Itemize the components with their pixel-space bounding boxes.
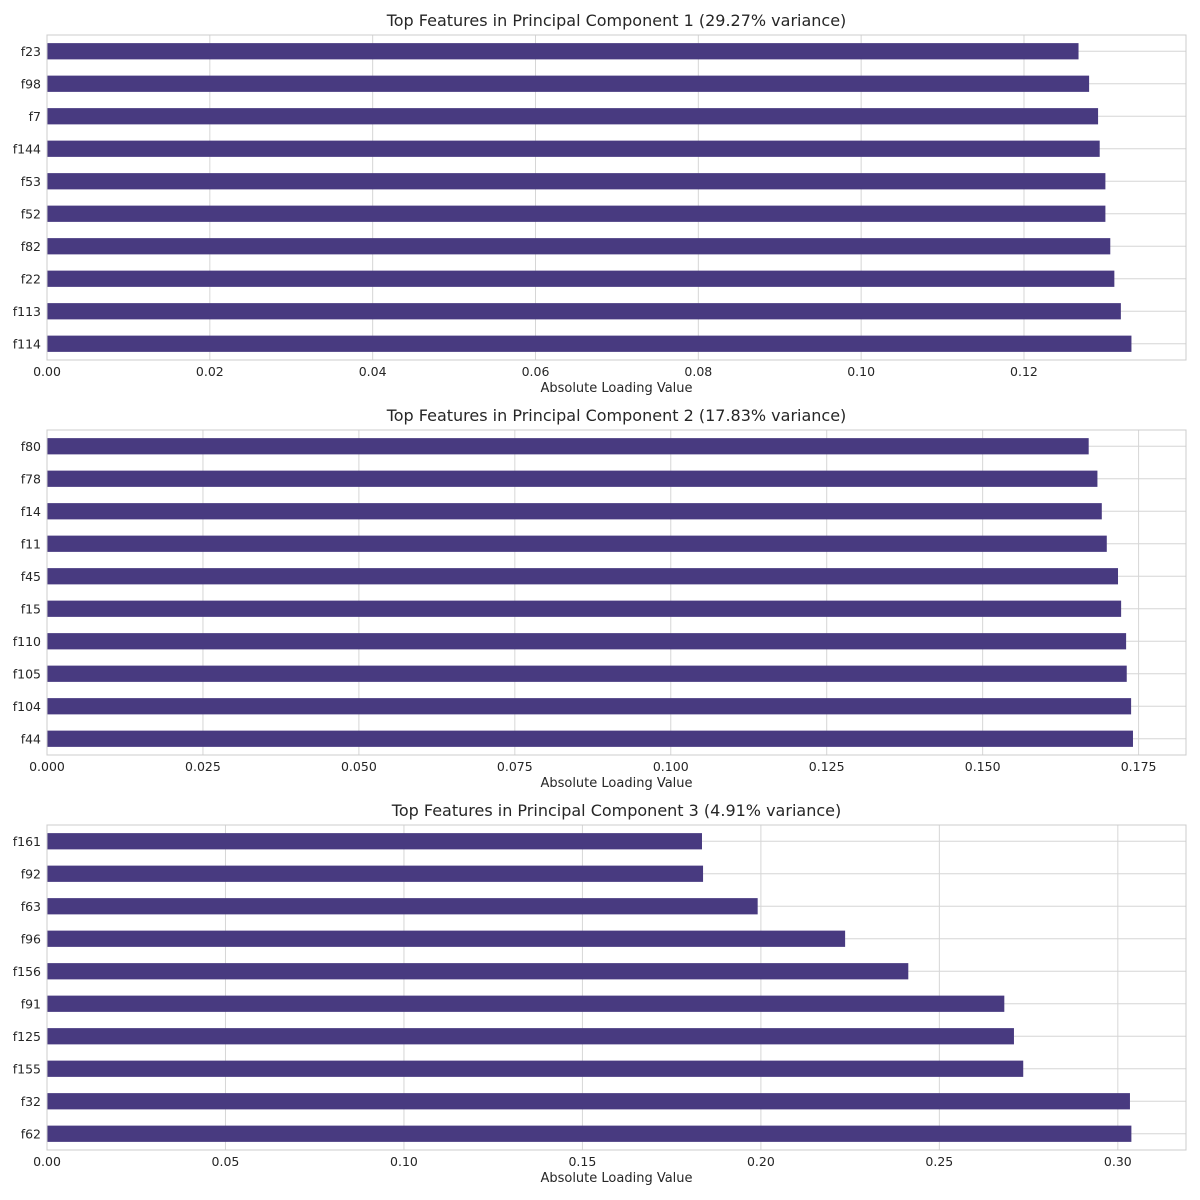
y-tick-label: f7	[29, 109, 41, 124]
y-tick-label: f22	[21, 271, 41, 286]
chart-title: Top Features in Principal Component 2 (1…	[386, 406, 847, 425]
bar-f125	[47, 1028, 1014, 1045]
bar-f15	[47, 600, 1122, 617]
y-tick-label: f110	[13, 634, 41, 649]
y-tick-label: f96	[21, 931, 41, 946]
x-tick-label: 0.075	[497, 759, 533, 774]
x-axis-label: Absolute Loading Value	[540, 776, 692, 791]
x-tick-label: 0.10	[847, 364, 875, 379]
x-tick-label: 0.025	[185, 759, 221, 774]
y-tick-label: f114	[13, 336, 41, 351]
y-tick-label: f32	[21, 1094, 41, 1109]
bar-f92	[47, 865, 704, 882]
bar-f96	[47, 930, 846, 947]
x-tick-label: 0.08	[684, 364, 712, 379]
bar-f144	[47, 140, 1100, 157]
bar-f156	[47, 963, 909, 980]
y-tick-label: f62	[21, 1126, 41, 1141]
plot-frame	[46, 429, 1187, 756]
y-tick-label: f53	[21, 174, 41, 189]
y-tick-label: f78	[21, 471, 41, 486]
bar-f78	[47, 470, 1098, 487]
bar-f22	[47, 270, 1115, 287]
bar-f91	[47, 995, 1005, 1012]
y-tick-label: f44	[21, 731, 41, 746]
y-tick-label: f63	[21, 899, 41, 914]
bar-f44	[47, 730, 1133, 747]
y-tick-label: f23	[21, 44, 41, 59]
bar-f82	[47, 238, 1111, 255]
y-tick-label: f92	[21, 866, 41, 881]
x-tick-label: 0.00	[33, 1154, 61, 1169]
bar-f32	[47, 1093, 1130, 1110]
chart-title: Top Features in Principal Component 1 (2…	[386, 11, 847, 30]
chart-title: Top Features in Principal Component 3 (4…	[391, 801, 841, 820]
plot-frame	[46, 824, 1187, 1151]
x-tick-label: 0.125	[809, 759, 845, 774]
y-tick-label: f14	[21, 504, 41, 519]
bar-f11	[47, 535, 1107, 552]
bar-f62	[47, 1125, 1132, 1142]
y-tick-label: f144	[13, 141, 41, 156]
bar-f104	[47, 698, 1132, 715]
bar-f63	[47, 898, 758, 915]
y-tick-label: f161	[13, 834, 41, 849]
y-tick-label: f104	[13, 699, 41, 714]
chart-panel-3: Top Features in Principal Component 3 (4…	[13, 801, 1187, 1186]
bar-f113	[47, 303, 1121, 320]
x-tick-label: 0.30	[1104, 1154, 1132, 1169]
bar-f23	[47, 43, 1079, 60]
bar-f80	[47, 438, 1089, 455]
y-tick-label: f125	[13, 1029, 41, 1044]
y-tick-label: f105	[13, 666, 41, 681]
x-tick-label: 0.06	[522, 364, 550, 379]
y-tick-label: f11	[21, 536, 41, 551]
bar-f98	[47, 75, 1090, 92]
x-tick-label: 0.100	[653, 759, 689, 774]
y-tick-label: f156	[13, 964, 41, 979]
x-tick-label: 0.10	[390, 1154, 418, 1169]
chart-panel-2: Top Features in Principal Component 2 (1…	[13, 406, 1187, 791]
bar-f7	[47, 108, 1099, 125]
y-tick-label: f15	[21, 601, 41, 616]
bar-f161	[47, 833, 702, 850]
y-tick-label: f98	[21, 76, 41, 91]
bar-f155	[47, 1060, 1024, 1077]
x-tick-label: 0.05	[212, 1154, 240, 1169]
x-tick-label: 0.20	[747, 1154, 775, 1169]
y-tick-label: f45	[21, 569, 41, 584]
y-tick-label: f80	[21, 439, 41, 454]
bar-f114	[47, 335, 1132, 352]
chart-panel-1: Top Features in Principal Component 1 (2…	[13, 11, 1187, 396]
bar-f45	[47, 568, 1119, 585]
bar-f14	[47, 503, 1102, 520]
bar-f53	[47, 173, 1106, 190]
y-tick-label: f82	[21, 239, 41, 254]
x-tick-label: 0.25	[925, 1154, 953, 1169]
x-tick-label: 0.15	[568, 1154, 596, 1169]
x-tick-label: 0.175	[1121, 759, 1157, 774]
y-tick-label: f52	[21, 206, 41, 221]
x-axis-label: Absolute Loading Value	[540, 1171, 692, 1186]
x-axis-label: Absolute Loading Value	[540, 381, 692, 396]
y-tick-label: f91	[21, 996, 41, 1011]
x-tick-label: 0.04	[359, 364, 387, 379]
bar-f110	[47, 633, 1127, 650]
bar-f52	[47, 205, 1106, 222]
x-tick-label: 0.02	[196, 364, 224, 379]
x-tick-label: 0.050	[341, 759, 377, 774]
y-tick-label: f113	[13, 304, 41, 319]
x-tick-label: 0.12	[1010, 364, 1038, 379]
x-tick-label: 0.00	[33, 364, 61, 379]
plot-frame	[46, 34, 1187, 361]
bar-f105	[47, 665, 1127, 682]
x-tick-label: 0.000	[29, 759, 65, 774]
x-tick-label: 0.150	[965, 759, 1001, 774]
y-tick-label: f155	[13, 1061, 41, 1076]
